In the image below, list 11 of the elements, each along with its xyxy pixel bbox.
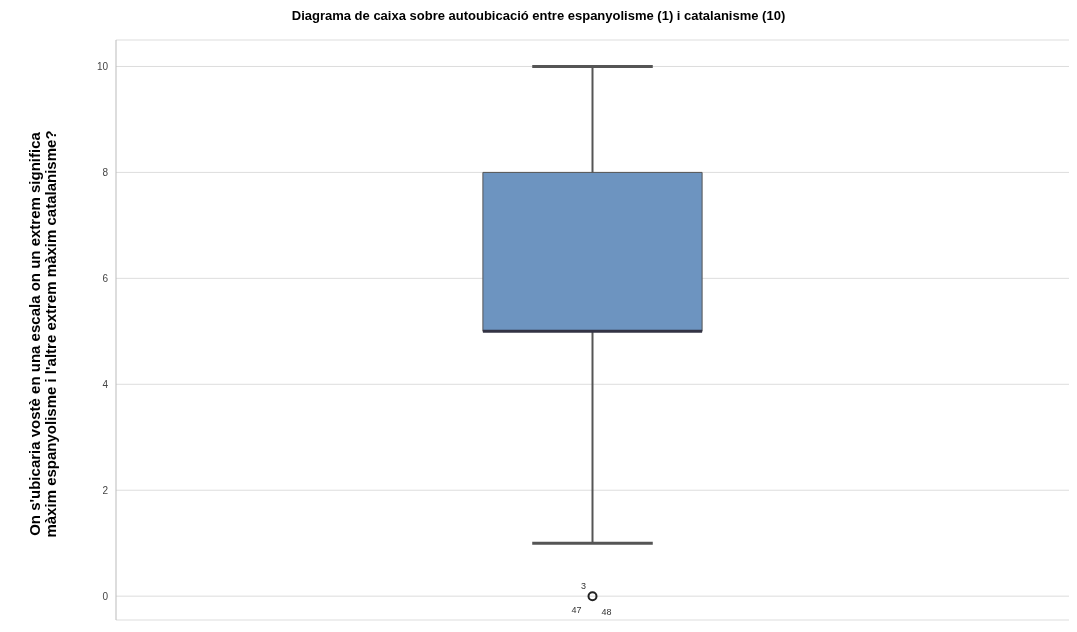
y-tick-label: 4 — [102, 378, 109, 390]
annotation: 48 — [601, 607, 612, 618]
y-tick-label: 2 — [102, 484, 109, 496]
y-tick-label: 0 — [102, 590, 109, 602]
annotation: 3 — [580, 581, 587, 592]
y-tick-label: 10 — [96, 61, 109, 73]
y-tick-label: 8 — [102, 166, 109, 178]
chart-title: Diagrama de caixa sobre autoubicació entre espanyolisme (1) i catalanisme (10) — [290, 8, 787, 25]
y-tick-label: 6 — [102, 272, 109, 284]
y-axis-title: On s'ubicaria vostè en una escala on un extrem significa màxim espanyolisme i l'altre extrem màxim catalanisme? — [26, 129, 59, 540]
annotation: 47 — [571, 605, 582, 616]
